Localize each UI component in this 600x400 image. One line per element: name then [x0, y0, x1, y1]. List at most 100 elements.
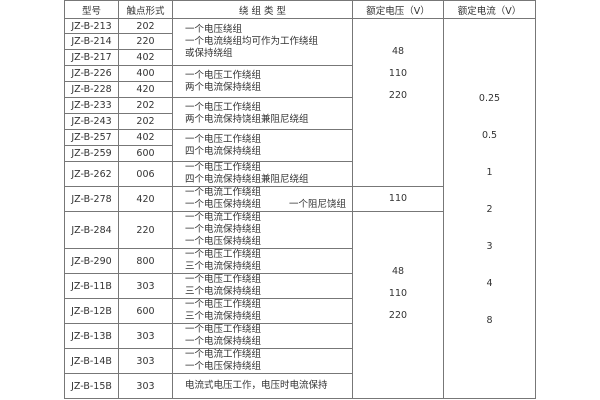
winding-cell: 一个电压工作绕组 四个电流保持绕组兼阻尼绕组: [172, 161, 353, 187]
table-row: JZ-B-213 202 一个电压绕组 一个电流绕组均可作为工作绕组 或保持绕组 48 11…: [64, 18, 536, 399]
contact-cell: 202: [118, 18, 173, 34]
contact-cell: 402: [118, 129, 173, 146]
winding-cell: 一个电压工作绕组 三个电流保持绕组: [172, 273, 353, 299]
model-cell: JZ-B-214: [64, 33, 119, 50]
winding-cell: 一个电压工作绕组 两个电流保持饶组兼阻尼绕组: [172, 97, 353, 130]
contact-cell: 402: [118, 49, 173, 66]
contact-cell: 202: [118, 97, 173, 114]
table-row: JZ-B-11B 303 一个电压工作绕组 三个电流保持绕组: [64, 273, 536, 299]
current-value: 2: [486, 204, 493, 215]
table-row: JZ-B-262 006 一个电压工作绕组 四个电流保持绕组兼阻尼绕组: [64, 161, 536, 187]
current-value: 4: [486, 278, 493, 289]
winding-line: 一个电压保持绕组: [185, 199, 262, 210]
header-current: 额定电流（V）: [443, 0, 536, 19]
winding-cell: 一个电压工作绕组 三个电流保持绕组: [172, 248, 353, 274]
contact-cell: 600: [118, 145, 173, 162]
table-row: JZ-B-284 220 一个电流工作绕组 一个电流保持绕组 一个电压保持绕组 48 110…: [64, 211, 536, 399]
contact-cell: 202: [118, 113, 173, 130]
winding-line: 一个电压绕组: [185, 24, 243, 35]
table-row: JZ-B-15B 303 电流式电压工作，电压时电流保持: [64, 373, 536, 399]
header-winding: 绕 组 类 型: [172, 0, 353, 19]
current-value: 3: [486, 241, 493, 252]
contact-cell: 303: [118, 348, 173, 374]
current-value: 1: [486, 167, 493, 178]
voltage-value: 220: [388, 90, 408, 101]
model-cell: JZ-B-284: [64, 211, 119, 249]
header-model: 型号: [64, 0, 119, 19]
model-cell: JZ-B-262: [64, 161, 119, 187]
header-row: 型号 触点形式 绕 组 类 型 额定电压（V） 额定电流（V）: [64, 0, 536, 19]
contact-cell: 303: [118, 273, 173, 299]
contact-cell: 220: [118, 211, 173, 249]
winding-line: 四个电流保持绕组兼阻尼绕组: [185, 174, 309, 185]
contact-cell: 220: [118, 33, 173, 50]
winding-line: 一个电压工作绕组: [185, 324, 262, 336]
model-cell: JZ-B-217: [64, 49, 119, 66]
table-row: JZ-B-257 402 一个电压工作绕组 四个电流保持绕组: [64, 129, 536, 162]
current-cell: 0.25 0.5 1 2 3 4 8: [443, 18, 536, 399]
winding-cell: 一个电压工作绕组 三个电流保持绕组: [172, 298, 353, 324]
model-cell: JZ-B-228: [64, 81, 119, 98]
current-value: 0.25: [478, 93, 501, 104]
voltage-value: 48: [391, 266, 405, 277]
winding-line: 一个阻尼饶组: [289, 199, 347, 210]
model-cell: JZ-B-15B: [64, 373, 119, 399]
table-row: JZ-B-217 402: [64, 49, 536, 66]
winding-line: 一个电流工作绕组: [185, 212, 262, 224]
header-voltage: 额定电压（V）: [352, 0, 444, 19]
winding-line: 一个电流绕组均可作为工作绕组: [185, 36, 319, 47]
table-row: JZ-B-233 202 一个电压工作绕组 两个电流保持饶组兼阻尼绕组: [64, 97, 536, 130]
voltage-cell: 48 110 220: [352, 18, 444, 187]
contact-cell: 420: [118, 186, 173, 212]
winding-line: 或保持绕组: [185, 48, 233, 59]
voltage-value: 220: [388, 310, 408, 321]
winding-line: 一个电压工作绕组: [185, 101, 262, 113]
contact-cell: 303: [118, 373, 173, 399]
model-cell: JZ-B-259: [64, 145, 119, 162]
current-value: 0.5: [481, 130, 498, 141]
winding-line: 一个电压工作绕组: [185, 299, 262, 311]
winding-line: 三个电流保持绕组: [185, 261, 262, 272]
voltage-value: 110: [388, 288, 408, 299]
model-cell: JZ-B-290: [64, 248, 119, 274]
table-row: JZ-B-259 600: [64, 145, 536, 162]
winding-cell: 电流式电压工作，电压时电流保持: [172, 373, 353, 399]
winding-line: 一个电压保持绕组: [185, 361, 262, 372]
voltage-value: 110: [388, 68, 408, 79]
winding-cell: 一个电压工作绕组 一个电流保持绕组: [172, 323, 353, 349]
current-value: 8: [486, 315, 493, 326]
model-cell: JZ-B-13B: [64, 323, 119, 349]
winding-cell: 一个电压绕组 一个电流绕组均可作为工作绕组 或保持绕组: [172, 18, 353, 66]
model-cell: JZ-B-213: [64, 18, 119, 34]
winding-line: 一个电流工作绕组: [185, 187, 262, 199]
table-row: JZ-B-214 220: [64, 33, 536, 50]
winding-cell: 一个电压工作绕组 两个电流保持绕组: [172, 65, 353, 98]
relay-spec-table: 型号 触点形式 绕 组 类 型 额定电压（V） 额定电流（V） JZ-B-213…: [64, 0, 536, 399]
voltage-value: 110: [388, 193, 408, 204]
table-row: JZ-B-13B 303 一个电压工作绕组 一个电流保持绕组: [64, 323, 536, 349]
voltage-cell: 110: [352, 186, 444, 212]
model-cell: JZ-B-14B: [64, 348, 119, 374]
model-cell: JZ-B-233: [64, 97, 119, 114]
winding-line: 一个电压工作绕组: [185, 162, 262, 174]
winding-cell: 一个电流工作绕组 一个电流保持绕组 一个电压保持绕组: [172, 211, 353, 249]
contact-cell: 400: [118, 65, 173, 82]
table-row: JZ-B-226 400 一个电压工作绕组 两个电流保持绕组: [64, 65, 536, 98]
winding-line: 四个电流保持绕组: [185, 145, 262, 157]
model-cell: JZ-B-226: [64, 65, 119, 82]
contact-cell: 303: [118, 323, 173, 349]
winding-line: 三个电流保持绕组: [185, 286, 262, 297]
table-row: JZ-B-243 202: [64, 113, 536, 130]
winding-line: 一个电压工作绕组: [185, 133, 262, 145]
model-cell: JZ-B-11B: [64, 273, 119, 299]
winding-line: 两个电流保持饶组兼阻尼绕组: [185, 113, 309, 125]
table-row: JZ-B-290 800 一个电压工作绕组 三个电流保持绕组: [64, 248, 536, 274]
winding-cell: 一个电压工作绕组 四个电流保持绕组: [172, 129, 353, 162]
contact-cell: 600: [118, 298, 173, 324]
winding-line: 一个电压工作绕组: [185, 274, 262, 286]
winding-line: 一个电流工作绕组: [185, 349, 262, 361]
winding-line: 一个电压保持绕组: [185, 236, 262, 247]
model-cell: JZ-B-257: [64, 129, 119, 146]
header-contact: 触点形式: [118, 0, 173, 19]
model-cell: JZ-B-12B: [64, 298, 119, 324]
